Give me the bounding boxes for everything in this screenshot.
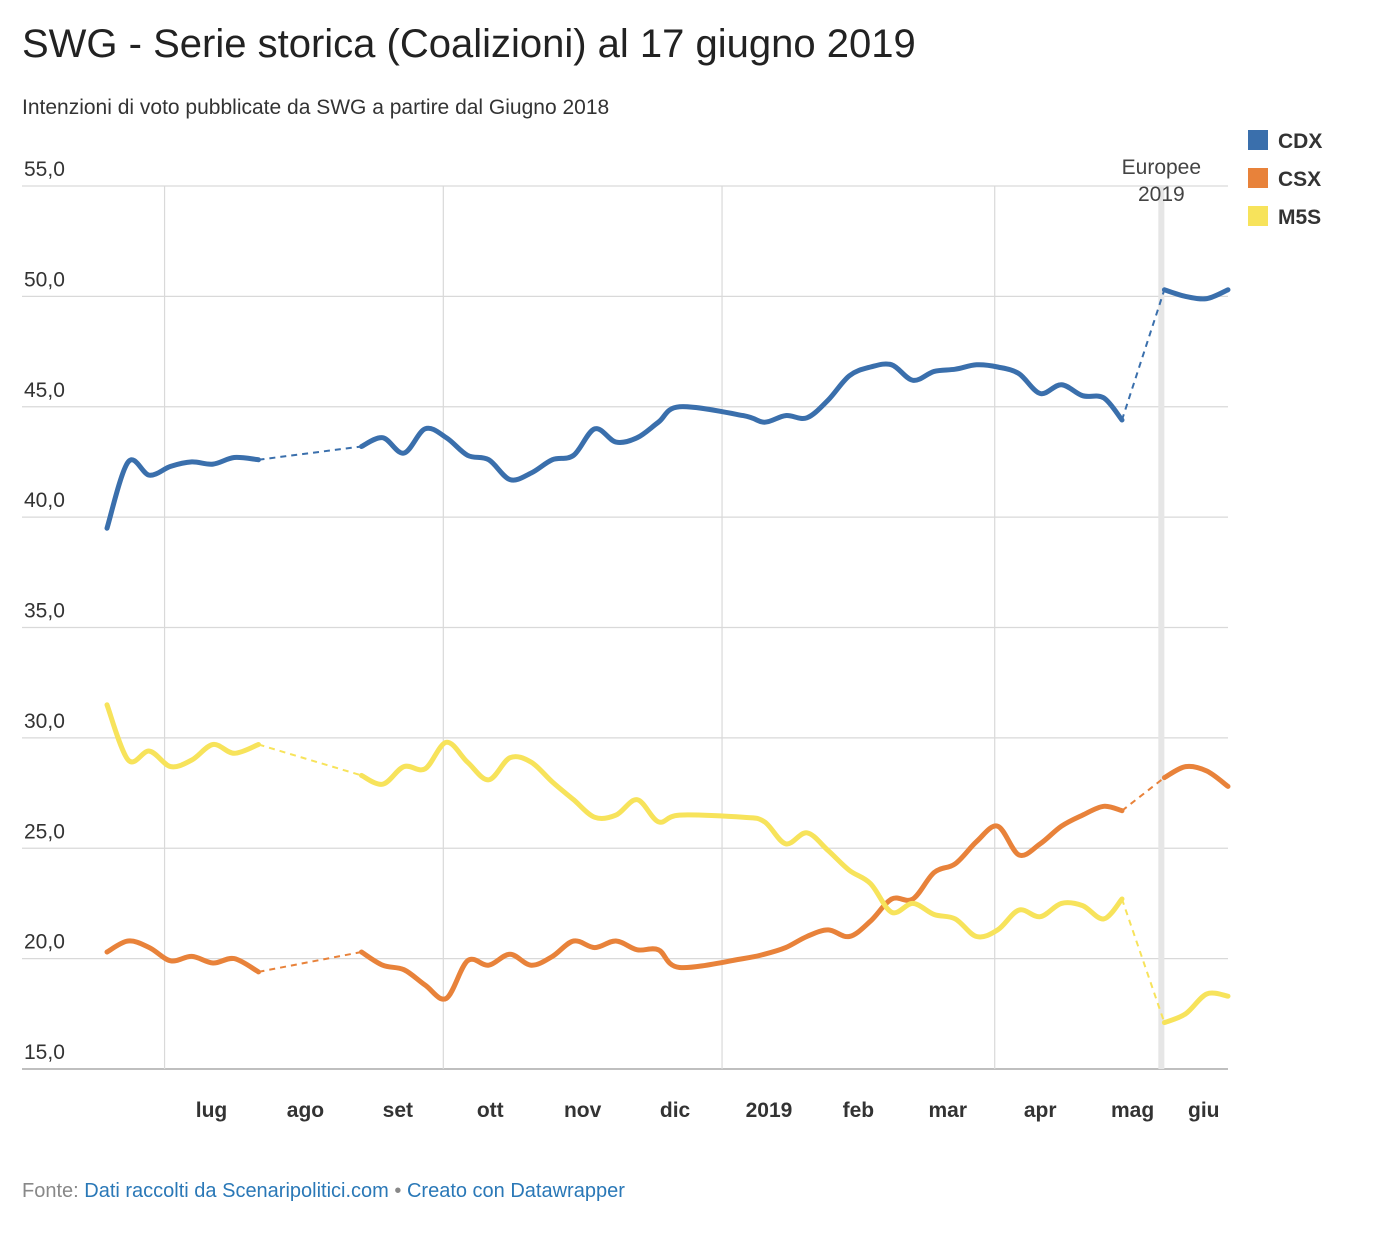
chart-title: SWG - Serie storica (Coalizioni) al 17 g… [22, 22, 916, 66]
y-tick-label: 20,0 [24, 931, 65, 954]
footer-separator: • [394, 1180, 402, 1202]
footer-prefix: Fonte: [22, 1180, 79, 1202]
series-m5s [104, 702, 1231, 1026]
legend-label-cdx: CDX [1278, 130, 1322, 153]
y-tick-label: 35,0 [24, 600, 65, 623]
series-line-cdx [104, 454, 261, 531]
series-gap-m5s [258, 743, 362, 777]
legend-swatch-csx [1248, 168, 1268, 188]
x-axis-ticks: lug ago set ott nov dic 2019 feb mar apr mag giu [196, 1099, 1220, 1122]
annotation-label: Europee [1122, 156, 1201, 179]
series-line-csx [1161, 763, 1231, 789]
x-tick-label: giu [1188, 1099, 1220, 1122]
series-line-csx [359, 803, 1125, 1002]
y-tick-label: 45,0 [24, 379, 65, 402]
x-tick-label: ago [287, 1099, 324, 1122]
x-tick-label: lug [196, 1099, 228, 1122]
series-csx [104, 763, 1231, 1002]
x-tick-label: mar [928, 1099, 967, 1122]
x-tick-label: nov [564, 1099, 602, 1122]
series-line-cdx [1161, 287, 1231, 302]
y-tick-label: 15,0 [24, 1041, 65, 1064]
footer: Fonte: Dati raccolti da Scenaripolitici.… [22, 1180, 625, 1203]
series-lines [104, 287, 1231, 1026]
series-cdx [104, 287, 1231, 531]
y-tick-label: 55,0 [24, 158, 65, 181]
x-tick-label: feb [843, 1099, 875, 1122]
legend-swatch-cdx [1248, 130, 1268, 150]
credit-link[interactable]: Creato con Datawrapper [406, 1180, 625, 1202]
series-line-csx [104, 938, 261, 975]
series-line-cdx [359, 361, 1125, 483]
series-gap-csx [1121, 776, 1165, 812]
legend: CDX CSX M5S [1248, 130, 1322, 229]
series-line-m5s [1161, 990, 1231, 1026]
series-gap-m5s [1121, 898, 1166, 1023]
legend-swatch-m5s [1248, 206, 1268, 226]
legend-label-csx: CSX [1278, 168, 1321, 191]
y-tick-label: 25,0 [24, 820, 65, 843]
series-line-m5s [359, 739, 1125, 940]
x-tick-label: mag [1111, 1099, 1154, 1122]
y-tick-label: 30,0 [24, 710, 65, 733]
series-gap-cdx [1121, 289, 1166, 421]
y-axis-ticks: 15,0 20,0 25,0 30,0 35,0 40,0 45,0 50,0 55,0 [24, 158, 65, 1064]
gridlines [22, 185, 1228, 1070]
x-tick-label: dic [660, 1099, 691, 1122]
y-tick-label: 40,0 [24, 489, 65, 512]
x-tick-label: apr [1024, 1099, 1057, 1122]
legend-label-m5s: M5S [1278, 206, 1321, 229]
annotation-label-year: 2019 [1138, 183, 1185, 206]
series-gap-csx [258, 951, 362, 973]
series-line-m5s [104, 702, 261, 770]
source-link[interactable]: Dati raccolti da Scenaripolitici.com [84, 1180, 389, 1202]
x-tick-label: ott [477, 1099, 504, 1122]
highlight-band [1158, 186, 1165, 1069]
chart-subtitle: Intenzioni di voto pubblicate da SWG a p… [22, 96, 610, 119]
x-tick-label: set [383, 1099, 413, 1122]
annotation-band [1158, 186, 1165, 1069]
annotations: Europee 2019 [1122, 156, 1201, 206]
series-gap-cdx [258, 445, 362, 461]
y-tick-label: 50,0 [24, 268, 65, 291]
x-tick-label: 2019 [746, 1099, 793, 1122]
